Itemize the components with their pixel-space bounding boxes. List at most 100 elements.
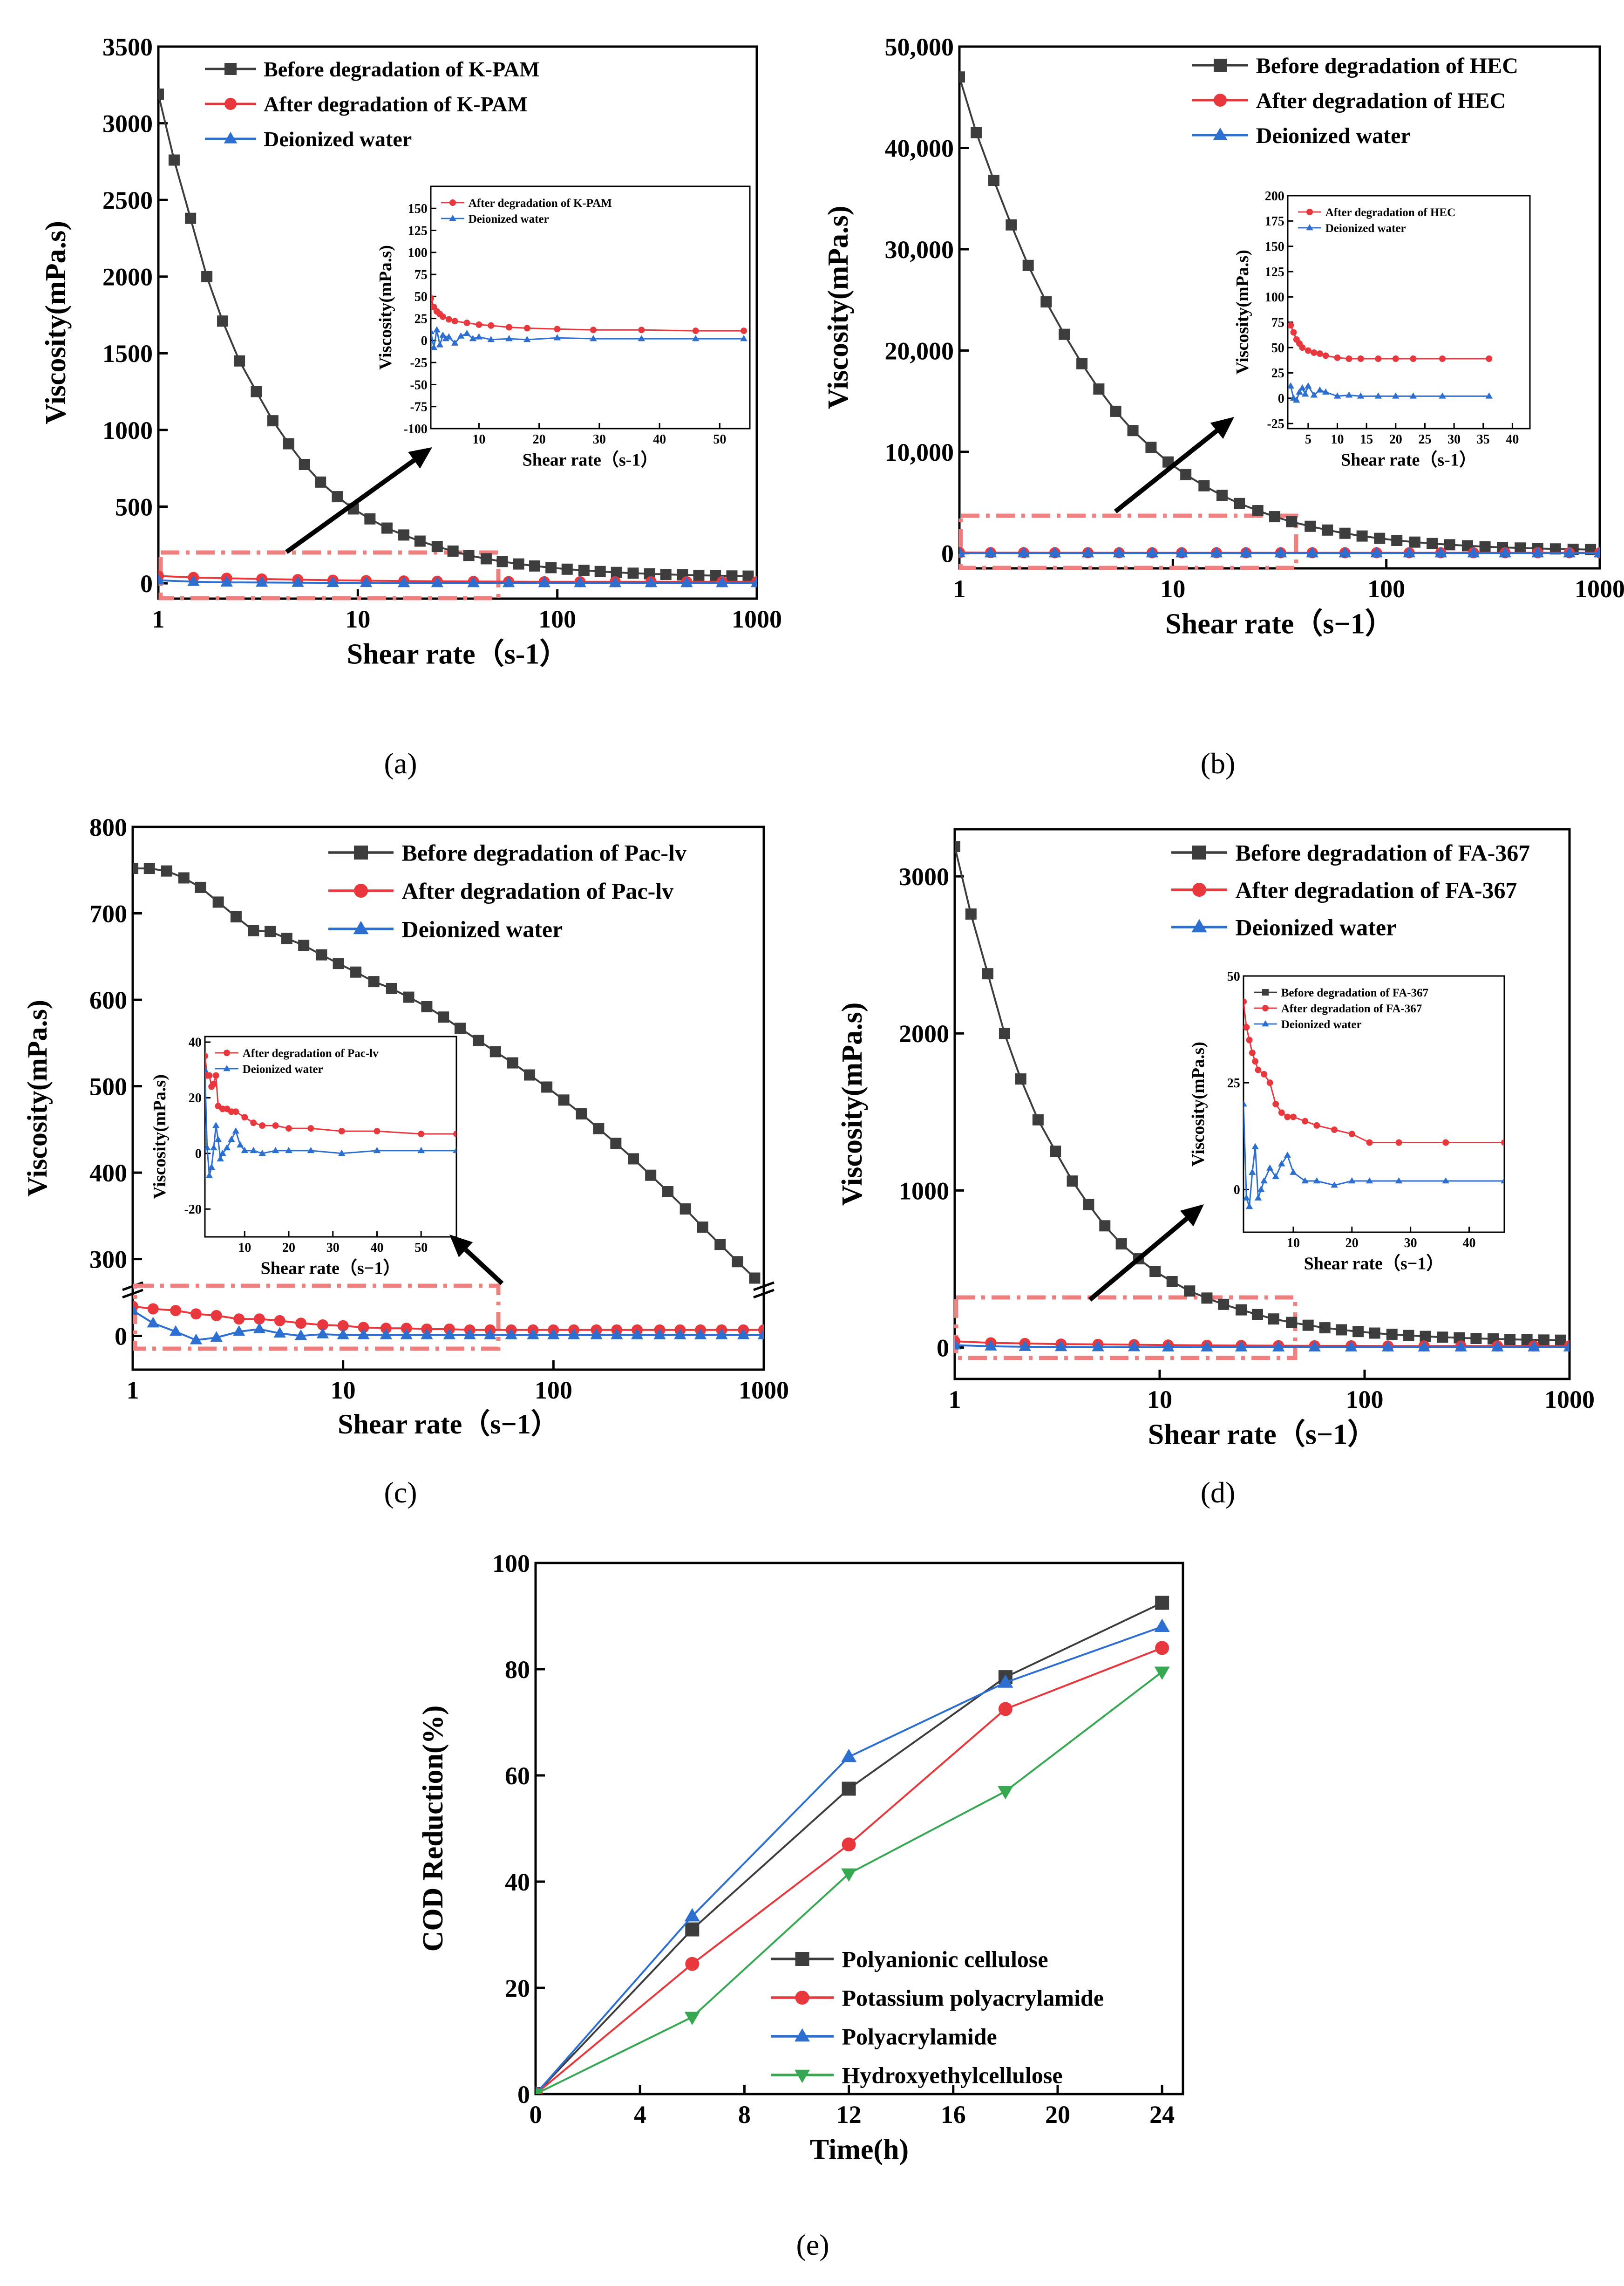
zoom-arrow-shaft [285,458,415,554]
data-point [1528,1341,1540,1351]
y-tick-label: 50 [1271,341,1284,355]
data-point [133,1304,139,1315]
data-point [737,1328,750,1339]
x-axis-label: Shear rate（s−1） [1148,1418,1377,1451]
data-point [1083,1199,1094,1210]
data-point [315,476,326,488]
data-point [368,976,380,988]
x-tick-label: 30 [1404,1236,1417,1250]
data-point [842,1781,856,1796]
panel-label: (e) [796,2228,829,2261]
legend-marker [354,846,368,860]
series-deionized-water [431,326,747,350]
data-point [1357,355,1364,362]
x-tick-label: 8 [738,2101,751,2129]
data-point [611,566,622,578]
data-point [679,1203,691,1215]
data-point [1515,542,1526,554]
data-point [955,841,960,853]
data-point [1210,546,1223,558]
data-point [1252,505,1264,517]
panel-label: (b) [1201,747,1236,780]
data-point [1345,355,1352,362]
data-point [1201,1341,1213,1351]
data-point [1260,1177,1268,1184]
legend-label: After degradation of K-PAM [469,197,612,210]
data-point [726,570,738,582]
y-tick-label: -25 [1267,417,1284,431]
legend-label: Potassium polyacrylamide [842,1985,1104,2011]
data-point [417,1146,425,1153]
data-point [178,872,190,884]
data-point [1278,1160,1285,1167]
data-point [1050,1146,1061,1157]
data-point [214,1135,222,1142]
data-point [1240,546,1252,558]
data-point [451,339,459,346]
x-axis-label: Shear rate（s-1） [347,638,569,670]
data-point [959,546,966,558]
data-point [749,1272,761,1284]
y-tick-label: 175 [1265,214,1284,229]
series-deionized-water [205,1066,456,1178]
data-point [590,327,597,334]
legend-label: Before degradation of FA-367 [1281,987,1428,999]
data-point [628,1153,639,1165]
data-point [1370,546,1383,558]
y-tick-label: 100 [492,1549,530,1577]
data-point [1149,1266,1161,1277]
data-point [590,1328,603,1339]
data-point [1154,1618,1170,1632]
data-point [1251,1309,1263,1320]
data-point [272,1122,279,1129]
data-point [1381,1341,1394,1351]
data-point [1272,1101,1279,1107]
data-point [1395,1139,1402,1146]
data-point [253,1323,266,1334]
data-point [1127,425,1139,437]
data-point [594,566,606,577]
y-tick-label: 125 [408,224,428,238]
zoom-arrow-head [449,1235,473,1257]
data-point [1331,1126,1338,1133]
series-potassium-polyacrylamide [536,1641,1169,2094]
data-point [558,1094,570,1106]
data-point [1278,1109,1285,1116]
series-after-degradation-of-hec [1288,322,1493,362]
data-point [380,1323,392,1334]
data-point [609,576,622,587]
data-point [1331,1181,1338,1188]
data-point [210,1144,217,1151]
data-point [1155,1596,1169,1610]
data-point [463,1328,476,1339]
data-point [965,908,977,920]
data-point [1374,532,1386,544]
y-tick-label: 25 [1227,1076,1240,1091]
data-point [1334,354,1341,361]
data-point [234,355,245,367]
data-point [523,325,530,332]
zoom-arrow-shaft [464,1248,504,1285]
data-point [187,575,200,586]
data-point [398,529,410,541]
data-point [1305,382,1312,389]
data-point [1322,388,1330,395]
data-point [201,271,213,282]
series-hydroxyethylcellulose [536,1666,1170,2094]
data-point [1403,546,1416,558]
legend-marker [1214,94,1227,107]
data-point [431,541,443,553]
data-point [1339,527,1351,539]
legend-marker [1191,919,1207,933]
y-tick-label: 200 [1265,189,1284,204]
data-point [1180,469,1192,480]
x-tick-label: 100 [535,1376,572,1404]
data-point [469,335,477,341]
data-point [1249,1168,1256,1175]
data-point [998,1786,1013,1800]
x-axis-label: Shear rate（s−1） [1304,1254,1444,1274]
data-point [316,949,327,961]
legend-marker [224,98,237,110]
data-point [1348,1131,1355,1138]
